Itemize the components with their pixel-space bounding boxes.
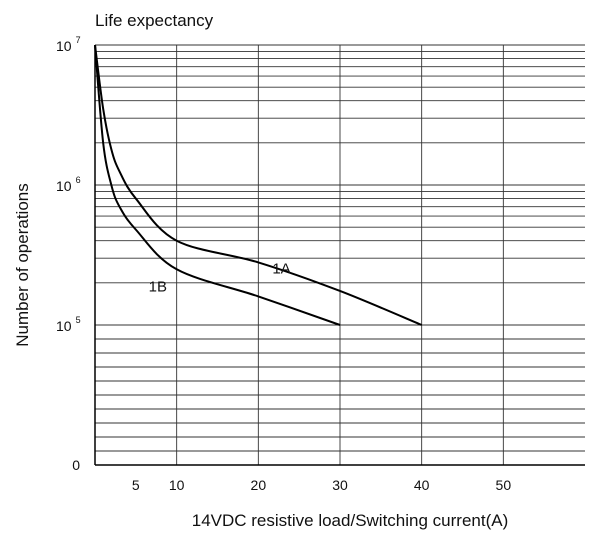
x-tick-label: 50: [496, 477, 512, 493]
y-tick-label: 0: [72, 457, 80, 473]
plot-frame: [94, 45, 585, 466]
y-axis-label: Number of operations: [13, 183, 32, 346]
x-axis-label: 14VDC resistive load/Switching current(A…: [192, 511, 509, 530]
y-tick-label: 10 5: [56, 315, 81, 334]
series-line-1B: [94, 44, 341, 326]
y-tick-label: 10 7: [56, 35, 81, 54]
series-label-1B: 1B: [149, 278, 167, 295]
grid: [95, 44, 585, 466]
x-tick-labels: 5 10 20 30 40 50: [132, 477, 511, 493]
x-tick-label: 5: [132, 477, 140, 493]
chart-title: Life expectancy: [95, 11, 214, 30]
series-label-1A: 1A: [272, 260, 290, 277]
series-layer: 1A 1B: [94, 44, 423, 326]
x-tick-label: 40: [414, 477, 430, 493]
y-tick-label: 10 6: [56, 175, 81, 194]
x-tick-label: 10: [169, 477, 185, 493]
series-line-1A: [94, 44, 423, 326]
x-tick-label: 30: [332, 477, 348, 493]
x-tick-label: 20: [251, 477, 267, 493]
